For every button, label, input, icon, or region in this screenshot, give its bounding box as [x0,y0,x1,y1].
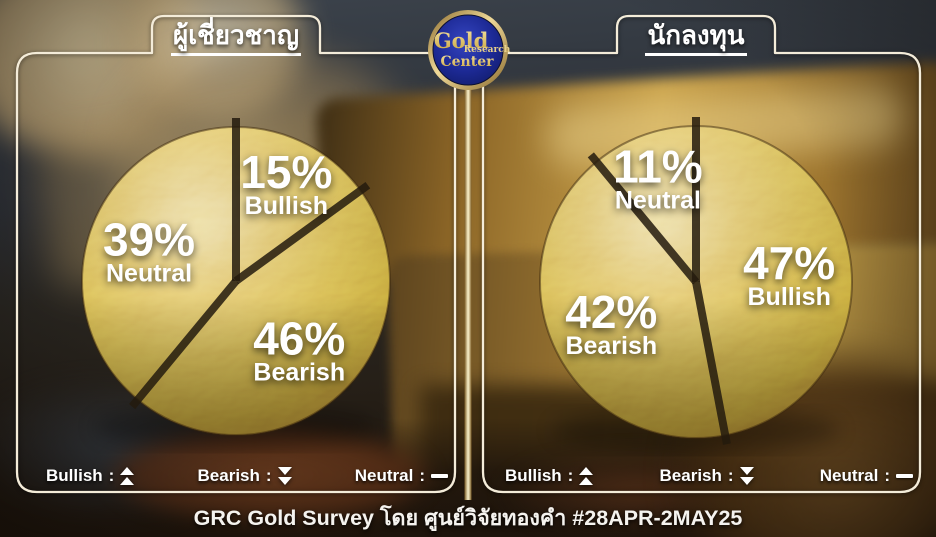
pie-experts-label-neutral: 39%Neutral [103,214,195,288]
legend-colon: : [567,466,574,485]
legend-item-neutral: Neutral : [820,466,913,486]
svg-text:Bearish: Bearish [253,358,345,386]
investors-legend: Bullish : Bearish : Neutral : [505,462,913,490]
svg-text:Bullish: Bullish [245,192,328,220]
pie-slice-divider [692,281,731,445]
double-up-arrow-icon [120,467,135,485]
legend-label: Neutral [819,466,879,485]
legend-label: Bearish [197,466,260,485]
legend-colon: : [108,466,115,485]
svg-text:39%: 39% [103,214,195,266]
pie-experts-label-bullish: 15%Bullish [240,146,332,220]
legend-item-bearish: Bearish : [660,466,754,486]
experts-panel-title: ผู้เชี่ยวชาญ [152,18,320,56]
svg-text:47%: 47% [743,237,835,289]
pie-experts-label-bearish: 46%Bearish [253,312,345,386]
double-down-arrow-icon [277,467,292,485]
legend-colon: : [884,466,890,485]
legend-label: Bullish [46,466,103,485]
investors-panel-outline [481,14,922,494]
survey-caption: GRC Gold Survey โดย ศูนย์วิจัยทองคำ #28A… [193,506,743,530]
pie-slice-divider [129,278,240,410]
svg-text:Bearish: Bearish [565,332,657,360]
pie-investors-label-bullish: 47%Bullish [743,237,835,311]
svg-text:Bullish: Bullish [748,283,831,311]
logo-word-center: Center [441,54,495,70]
gold-research-center-logo: Gold Research Center [428,10,511,90]
legend-item-bearish: Bearish : [198,466,292,486]
svg-text:11%: 11% [613,140,703,192]
investors-panel-title: นักลงทุน [617,18,775,56]
svg-text:42%: 42% [565,286,657,338]
pie-slice-divider [587,152,700,285]
dash-icon [430,474,448,478]
center-divider-stem [464,86,472,500]
logo-word-gold: Gold [434,28,489,53]
legend-item-neutral: Neutral : [355,466,448,486]
legend-item-bullish: Bullish : [46,466,135,486]
pie-investors-label-bearish: 42%Bearish [565,286,657,360]
svg-text:46%: 46% [253,312,345,364]
double-down-arrow-icon [739,467,754,485]
legend-colon: : [727,466,734,485]
experts-legend: Bullish : Bearish : Neutral : [46,462,448,490]
pie-investors-label-neutral: 11%Neutral [613,140,703,214]
dash-icon [895,474,913,478]
legend-colon: : [265,466,272,485]
legend-label: Bearish [659,466,722,485]
logo-blue-circle [432,14,504,86]
pie-slice-divider [233,181,371,285]
experts-pie-chart: 15%Bullish 46%Bearish 39%Neutral [81,118,391,449]
legend-label: Neutral [354,466,414,485]
svg-text:15%: 15% [240,146,332,198]
logo-word-research: Research [464,45,511,55]
legend-colon: : [419,466,425,485]
legend-item-bullish: Bullish : [505,466,594,486]
svg-text:Neutral: Neutral [106,260,192,288]
double-up-arrow-icon [579,467,594,485]
svg-text:Neutral: Neutral [615,186,701,214]
investors-pie-chart: 47%Bullish 42%Bearish 11%Neutral [539,117,853,452]
legend-label: Bullish [505,466,562,485]
